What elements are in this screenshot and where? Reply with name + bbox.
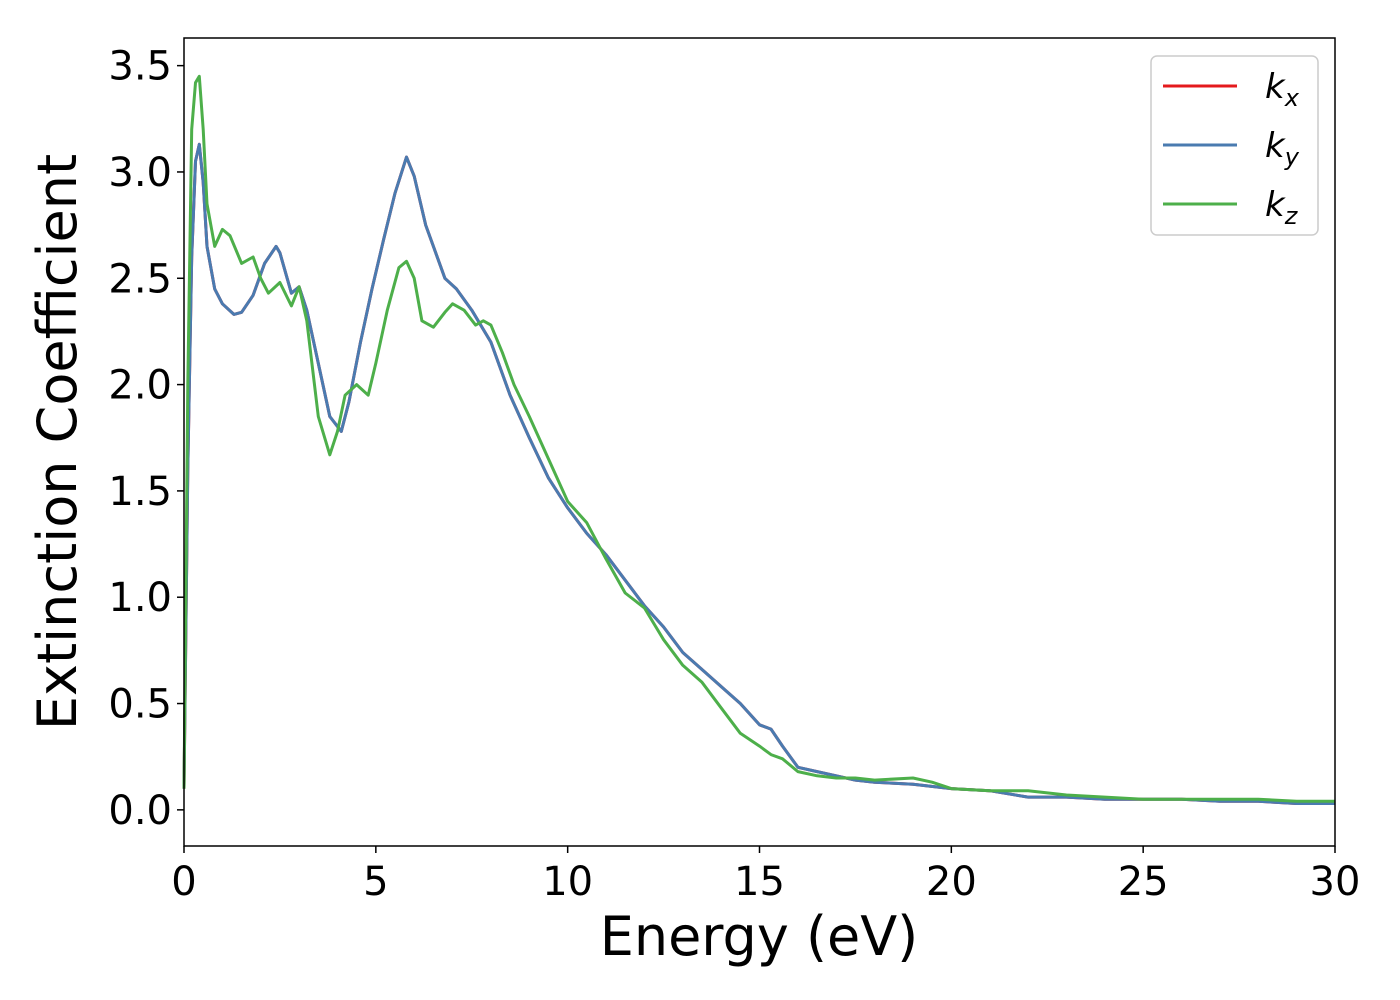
x-tick-label: 0: [171, 859, 196, 905]
x-axis-title: Energy (eV): [600, 905, 919, 968]
series-line-ky: [182, 142, 1335, 805]
y-tick-label: 1.5: [108, 469, 172, 515]
y-tick-label: 1.0: [108, 575, 172, 621]
y-tick-label: 0.0: [108, 788, 172, 834]
series-line-kx: [182, 142, 1335, 805]
x-tick-label: 30: [1310, 859, 1361, 905]
y-axis: 0.0 0.5 1.0 1.5 2.0 2.5 3.0 3.5: [108, 44, 184, 834]
legend: kx ky kz: [1150, 55, 1319, 236]
legend-label-kz: kz: [1265, 185, 1299, 230]
series-line-kz: [182, 74, 1335, 803]
y-axis-title: Extinction Coefficient: [26, 154, 89, 730]
y-tick-label: 2.0: [108, 363, 172, 409]
legend-label-kx: kx: [1265, 67, 1300, 112]
x-tick-label: 5: [363, 859, 388, 905]
x-axis: 0 5 10 15 20 25 30: [171, 846, 1360, 905]
y-tick-label: 0.5: [108, 682, 172, 728]
x-tick-label: 10: [542, 859, 593, 905]
x-tick-label: 20: [926, 859, 977, 905]
legend-label-ky: ky: [1265, 126, 1300, 171]
y-tick-label: 2.5: [108, 256, 172, 302]
y-tick-label: 3.0: [108, 150, 172, 196]
y-tick-label: 3.5: [108, 44, 172, 90]
x-tick-label: 25: [1118, 859, 1169, 905]
x-tick-label: 15: [734, 859, 785, 905]
series-layer: [182, 74, 1335, 805]
